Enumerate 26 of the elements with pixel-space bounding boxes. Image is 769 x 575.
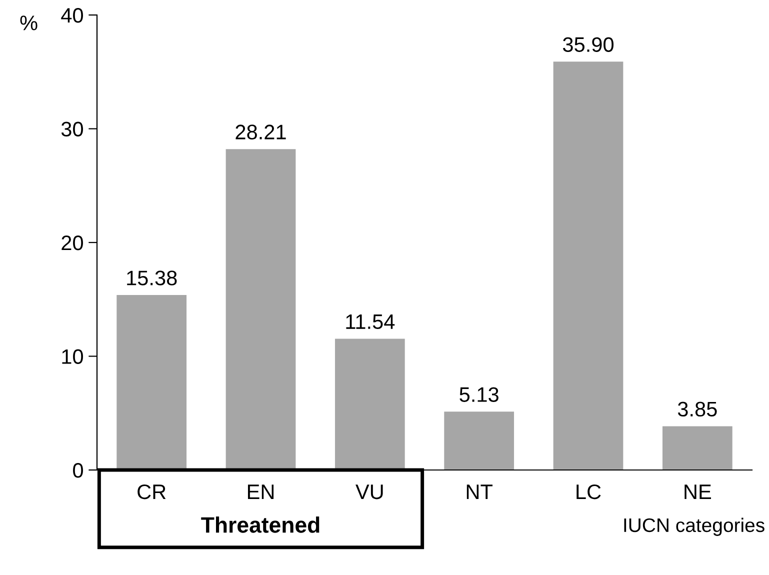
- x-tick-label: LC: [576, 484, 601, 500]
- x-tick-label: NT: [466, 484, 492, 499]
- y-tick-label: 30: [61, 122, 83, 137]
- data-label: 35.90: [562, 37, 614, 52]
- x-tick-label: CR: [138, 484, 166, 500]
- text: Threatened: [201, 516, 320, 533]
- y-tick-label: 20: [62, 236, 83, 250]
- bar: [444, 412, 514, 470]
- data-label: 15.38: [127, 270, 177, 286]
- x-axis-title: IUCN categories: [624, 518, 764, 536]
- y-tick-label: 10: [62, 349, 83, 364]
- y-tick-label: 0: [73, 463, 83, 478]
- data-label: 11.54: [346, 314, 395, 330]
- data-label: 28.21: [236, 124, 286, 140]
- x-tick-label: EN: [248, 484, 274, 499]
- bar: [553, 62, 624, 470]
- data-label: 3.85: [678, 402, 717, 417]
- bar: [116, 295, 187, 470]
- x-tick-label: VU: [356, 484, 383, 500]
- data-label: 5.13: [460, 387, 498, 402]
- bar: [226, 149, 296, 470]
- y-axis-title: %: [20, 16, 38, 30]
- bar: [662, 426, 732, 470]
- x-tick-label: NE: [684, 484, 711, 499]
- y-tick-label: 40: [61, 8, 83, 23]
- bar: [334, 338, 405, 470]
